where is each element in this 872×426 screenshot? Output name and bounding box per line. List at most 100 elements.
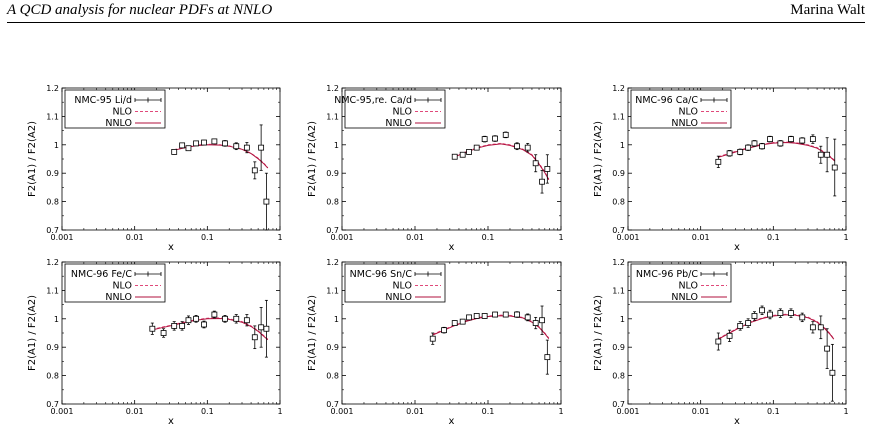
data-marker — [759, 307, 765, 314]
x-axis: 0.001 0.01 0.1 1 — [51, 88, 283, 242]
panel-4: 0.001 0.01 0.1 1 0.7 0.8 0.9 1 1.1 1.2 x F2(A1) / F… — [27, 258, 283, 426]
y-axis-label: F2(A1) / F2(A2) — [307, 121, 318, 197]
data-point — [767, 135, 773, 143]
paper-title: A QCD analysis for nuclear PDFs at NNLO — [7, 2, 273, 18]
data-point — [179, 321, 186, 331]
data-marker — [817, 151, 824, 158]
y-tick-label: 1.1 — [612, 112, 625, 121]
x-tick-label: 0.01 — [126, 407, 144, 416]
data-marker — [831, 164, 838, 171]
y-axis-label: F2(A1) / F2(A2) — [307, 295, 318, 371]
x-tick-label: 0.001 — [51, 407, 74, 416]
y-axis: 0.7 0.8 0.9 1 1.1 1.2 — [612, 84, 846, 235]
data-points — [451, 131, 551, 194]
data-marker — [544, 166, 551, 172]
data-point — [831, 138, 838, 197]
data-point — [193, 314, 199, 323]
data-marker — [492, 135, 498, 142]
y-axis-label: F2(A1) / F2(A2) — [27, 121, 38, 197]
data-point — [473, 313, 480, 319]
data-point — [263, 172, 270, 231]
nnlo-curve — [718, 314, 835, 340]
x-tick-label: 0.1 — [767, 233, 780, 242]
x-axis: 0.001 0.01 0.1 1 — [617, 262, 849, 416]
data-marker — [715, 338, 722, 345]
data-point — [539, 305, 545, 335]
data-marker — [751, 140, 758, 147]
y-axis-label: F2(A1) / F2(A2) — [593, 295, 604, 371]
data-marker — [532, 320, 539, 326]
data-marker — [824, 151, 831, 158]
data-point — [185, 315, 192, 325]
data-marker — [179, 322, 186, 329]
y-tick-label: 0.7 — [612, 400, 625, 409]
y-tick-label: 1.2 — [326, 258, 339, 267]
data-marker — [532, 160, 539, 167]
data-marker — [429, 335, 436, 342]
x-tick-label: 0.01 — [126, 233, 144, 242]
y-axis: 0.7 0.8 0.9 1 1.1 1.2 — [326, 84, 561, 235]
data-point — [824, 137, 831, 173]
data-marker — [243, 317, 250, 324]
nnlo-curve — [152, 317, 269, 341]
data-point — [251, 325, 258, 350]
legend-box — [64, 263, 166, 303]
data-point — [799, 312, 806, 323]
data-marker — [473, 144, 480, 151]
data-point — [459, 318, 466, 325]
legend-label: NLO — [678, 281, 698, 292]
x-axis: 0.001 0.01 0.1 1 — [331, 262, 564, 416]
data-marker — [502, 311, 509, 318]
x-tick-label: 0.001 — [331, 407, 354, 416]
x-tick-label: 0.1 — [201, 407, 214, 416]
data-point — [759, 305, 765, 315]
y-tick-label: 1.1 — [612, 286, 625, 295]
y-tick-label: 1.1 — [326, 112, 339, 121]
y-tick-label: 0.9 — [326, 343, 339, 352]
x-tick-label: 0.1 — [767, 407, 780, 416]
data-marker — [788, 136, 794, 143]
data-point — [459, 151, 466, 158]
y-tick-label: 1 — [334, 315, 339, 324]
y-tick-label: 1 — [54, 315, 59, 324]
data-point — [451, 153, 458, 160]
x-axis-label: x — [734, 242, 740, 253]
legend-box — [630, 263, 732, 303]
x-axis-label: x — [449, 242, 455, 253]
data-marker — [149, 325, 156, 332]
data-point — [466, 314, 472, 321]
legend-label: NLO — [678, 107, 698, 118]
panel-1: 0.001 0.01 0.1 1 0.7 0.8 0.9 1 1.1 1.2 x F2(A1) / F… — [27, 84, 283, 253]
data-point — [532, 154, 539, 173]
data-point — [809, 134, 816, 144]
data-point — [481, 135, 488, 143]
data-marker — [263, 325, 270, 332]
legend-label: NLO — [392, 107, 412, 118]
panel-3: 0.001 0.01 0.1 1 0.7 0.8 0.9 1 1.1 1.2 x F2(A1) / F… — [593, 84, 849, 253]
y-tick-label: 1.1 — [46, 286, 59, 295]
data-marker — [539, 178, 545, 185]
y-tick-label: 1.2 — [46, 258, 59, 267]
data-marker — [258, 144, 265, 151]
data-point — [160, 328, 167, 338]
panel-5: 0.001 0.01 0.1 1 0.7 0.8 0.9 1 1.1 1.2 x F2(A1) / F… — [307, 258, 564, 426]
data-marker — [788, 310, 794, 317]
data-marker — [767, 136, 773, 143]
nnlo-curve — [432, 315, 550, 340]
nlo-curve — [152, 317, 269, 340]
data-marker — [459, 151, 466, 158]
legend-box — [344, 89, 446, 129]
nnlo-curve — [174, 144, 269, 169]
x-tick-label: 1 — [558, 233, 563, 242]
x-tick-label: 0.1 — [482, 407, 495, 416]
data-point — [481, 313, 488, 319]
legend-label: NMC-95,re. Ca/d — [334, 95, 412, 106]
y-tick-label: 1.1 — [326, 286, 339, 295]
data-point — [149, 322, 156, 335]
y-tick-label: 0.8 — [46, 372, 59, 381]
data-point — [429, 332, 436, 345]
